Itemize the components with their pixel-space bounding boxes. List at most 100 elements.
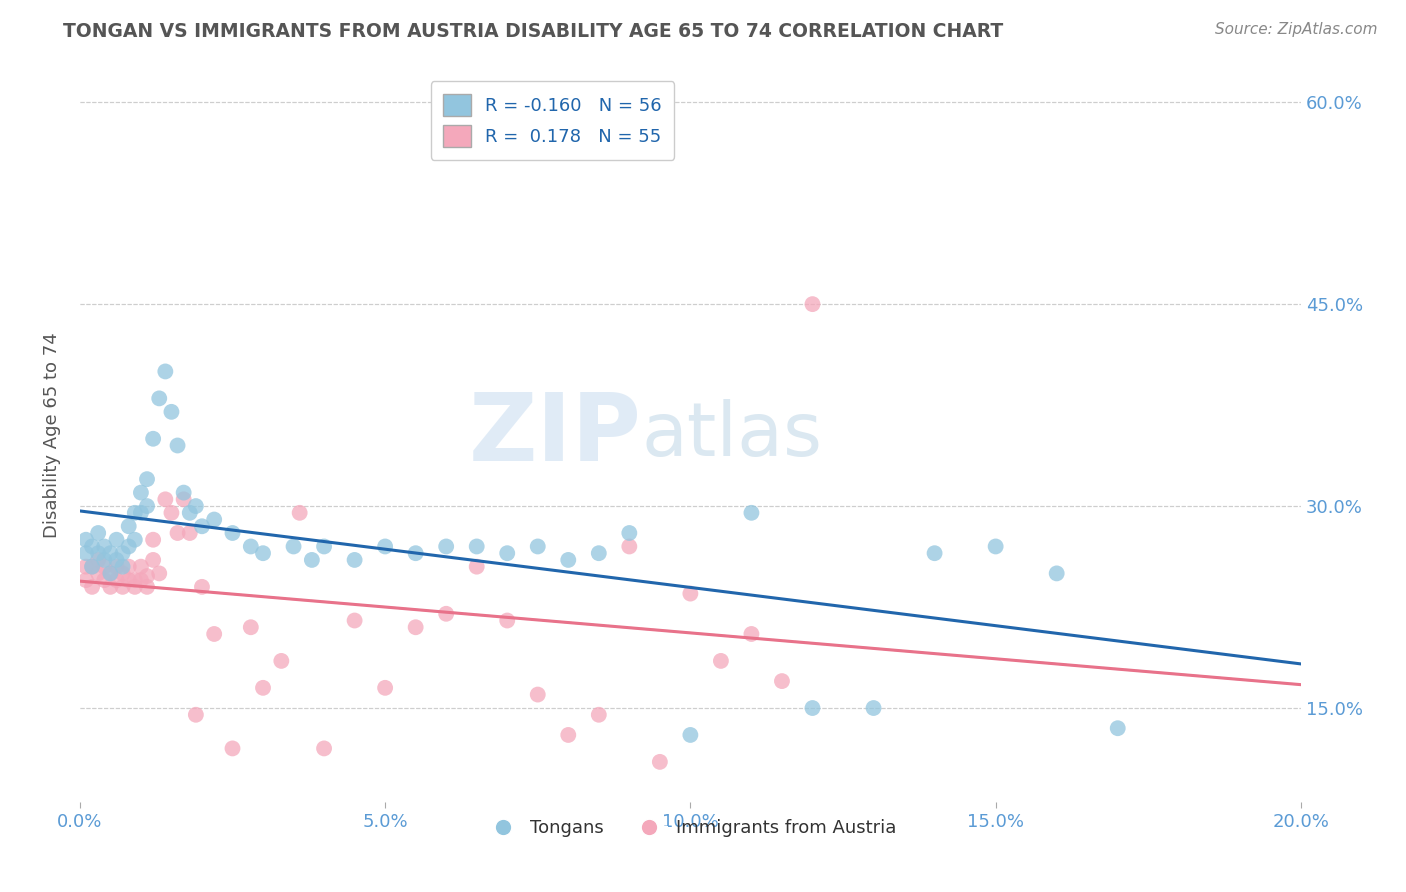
Point [740,506,762,520]
Point [87,553,110,567]
Point [118,573,141,587]
Legend: Tongans, Immigrants from Austria: Tongans, Immigrants from Austria [478,812,903,845]
Point [374,540,396,554]
Point [184,707,207,722]
Point [221,526,243,541]
Point [87,526,110,541]
Point [801,297,824,311]
Point [111,559,134,574]
Point [160,506,183,520]
Point [374,681,396,695]
Point [679,586,702,600]
Point [496,614,519,628]
Point [648,755,671,769]
Point [142,533,165,547]
Point [588,546,610,560]
Text: TONGAN VS IMMIGRANTS FROM AUSTRIA DISABILITY AGE 65 TO 74 CORRELATION CHART: TONGAN VS IMMIGRANTS FROM AUSTRIA DISABI… [63,22,1004,41]
Point [136,569,159,583]
Point [862,701,884,715]
Point [173,492,195,507]
Point [179,526,201,541]
Point [405,620,427,634]
Point [136,472,159,486]
Point [129,559,152,574]
Point [465,540,488,554]
Point [160,405,183,419]
Point [288,506,311,520]
Point [155,492,177,507]
Point [252,546,274,560]
Point [100,566,122,581]
Point [136,499,159,513]
Point [312,540,335,554]
Point [434,540,457,554]
Point [239,540,262,554]
Point [93,559,115,574]
Point [100,546,122,560]
Point [87,566,110,581]
Point [312,741,335,756]
Point [434,607,457,621]
Point [148,392,170,406]
Point [93,540,115,554]
Point [221,741,243,756]
Point [118,559,141,574]
Point [75,533,97,547]
Point [80,559,103,574]
Point [105,553,128,567]
Point [118,519,141,533]
Point [343,614,366,628]
Point [136,580,159,594]
Point [283,540,305,554]
Point [496,546,519,560]
Point [148,566,170,581]
Point [129,485,152,500]
Point [924,546,946,560]
Point [710,654,733,668]
Point [75,546,97,560]
Point [124,580,146,594]
Text: Source: ZipAtlas.com: Source: ZipAtlas.com [1215,22,1378,37]
Point [93,553,115,567]
Point [740,627,762,641]
Point [129,573,152,587]
Point [191,580,214,594]
Point [179,506,201,520]
Point [124,533,146,547]
Point [80,580,103,594]
Point [111,566,134,581]
Y-axis label: Disability Age 65 to 74: Disability Age 65 to 74 [44,333,60,538]
Point [129,506,152,520]
Point [252,681,274,695]
Point [619,526,641,541]
Point [75,559,97,574]
Point [75,573,97,587]
Point [202,627,225,641]
Point [166,526,188,541]
Point [142,432,165,446]
Point [239,620,262,634]
Point [588,707,610,722]
Point [124,506,146,520]
Point [270,654,292,668]
Point [100,566,122,581]
Point [343,553,366,567]
Point [801,701,824,715]
Point [100,580,122,594]
Point [105,559,128,574]
Point [111,546,134,560]
Point [142,553,165,567]
Point [679,728,702,742]
Point [105,573,128,587]
Point [80,540,103,554]
Point [191,519,214,533]
Point [557,728,579,742]
Point [80,559,103,574]
Text: atlas: atlas [641,399,823,472]
Point [557,553,579,567]
Point [465,559,488,574]
Point [105,533,128,547]
Point [984,540,1007,554]
Point [118,540,141,554]
Point [111,580,134,594]
